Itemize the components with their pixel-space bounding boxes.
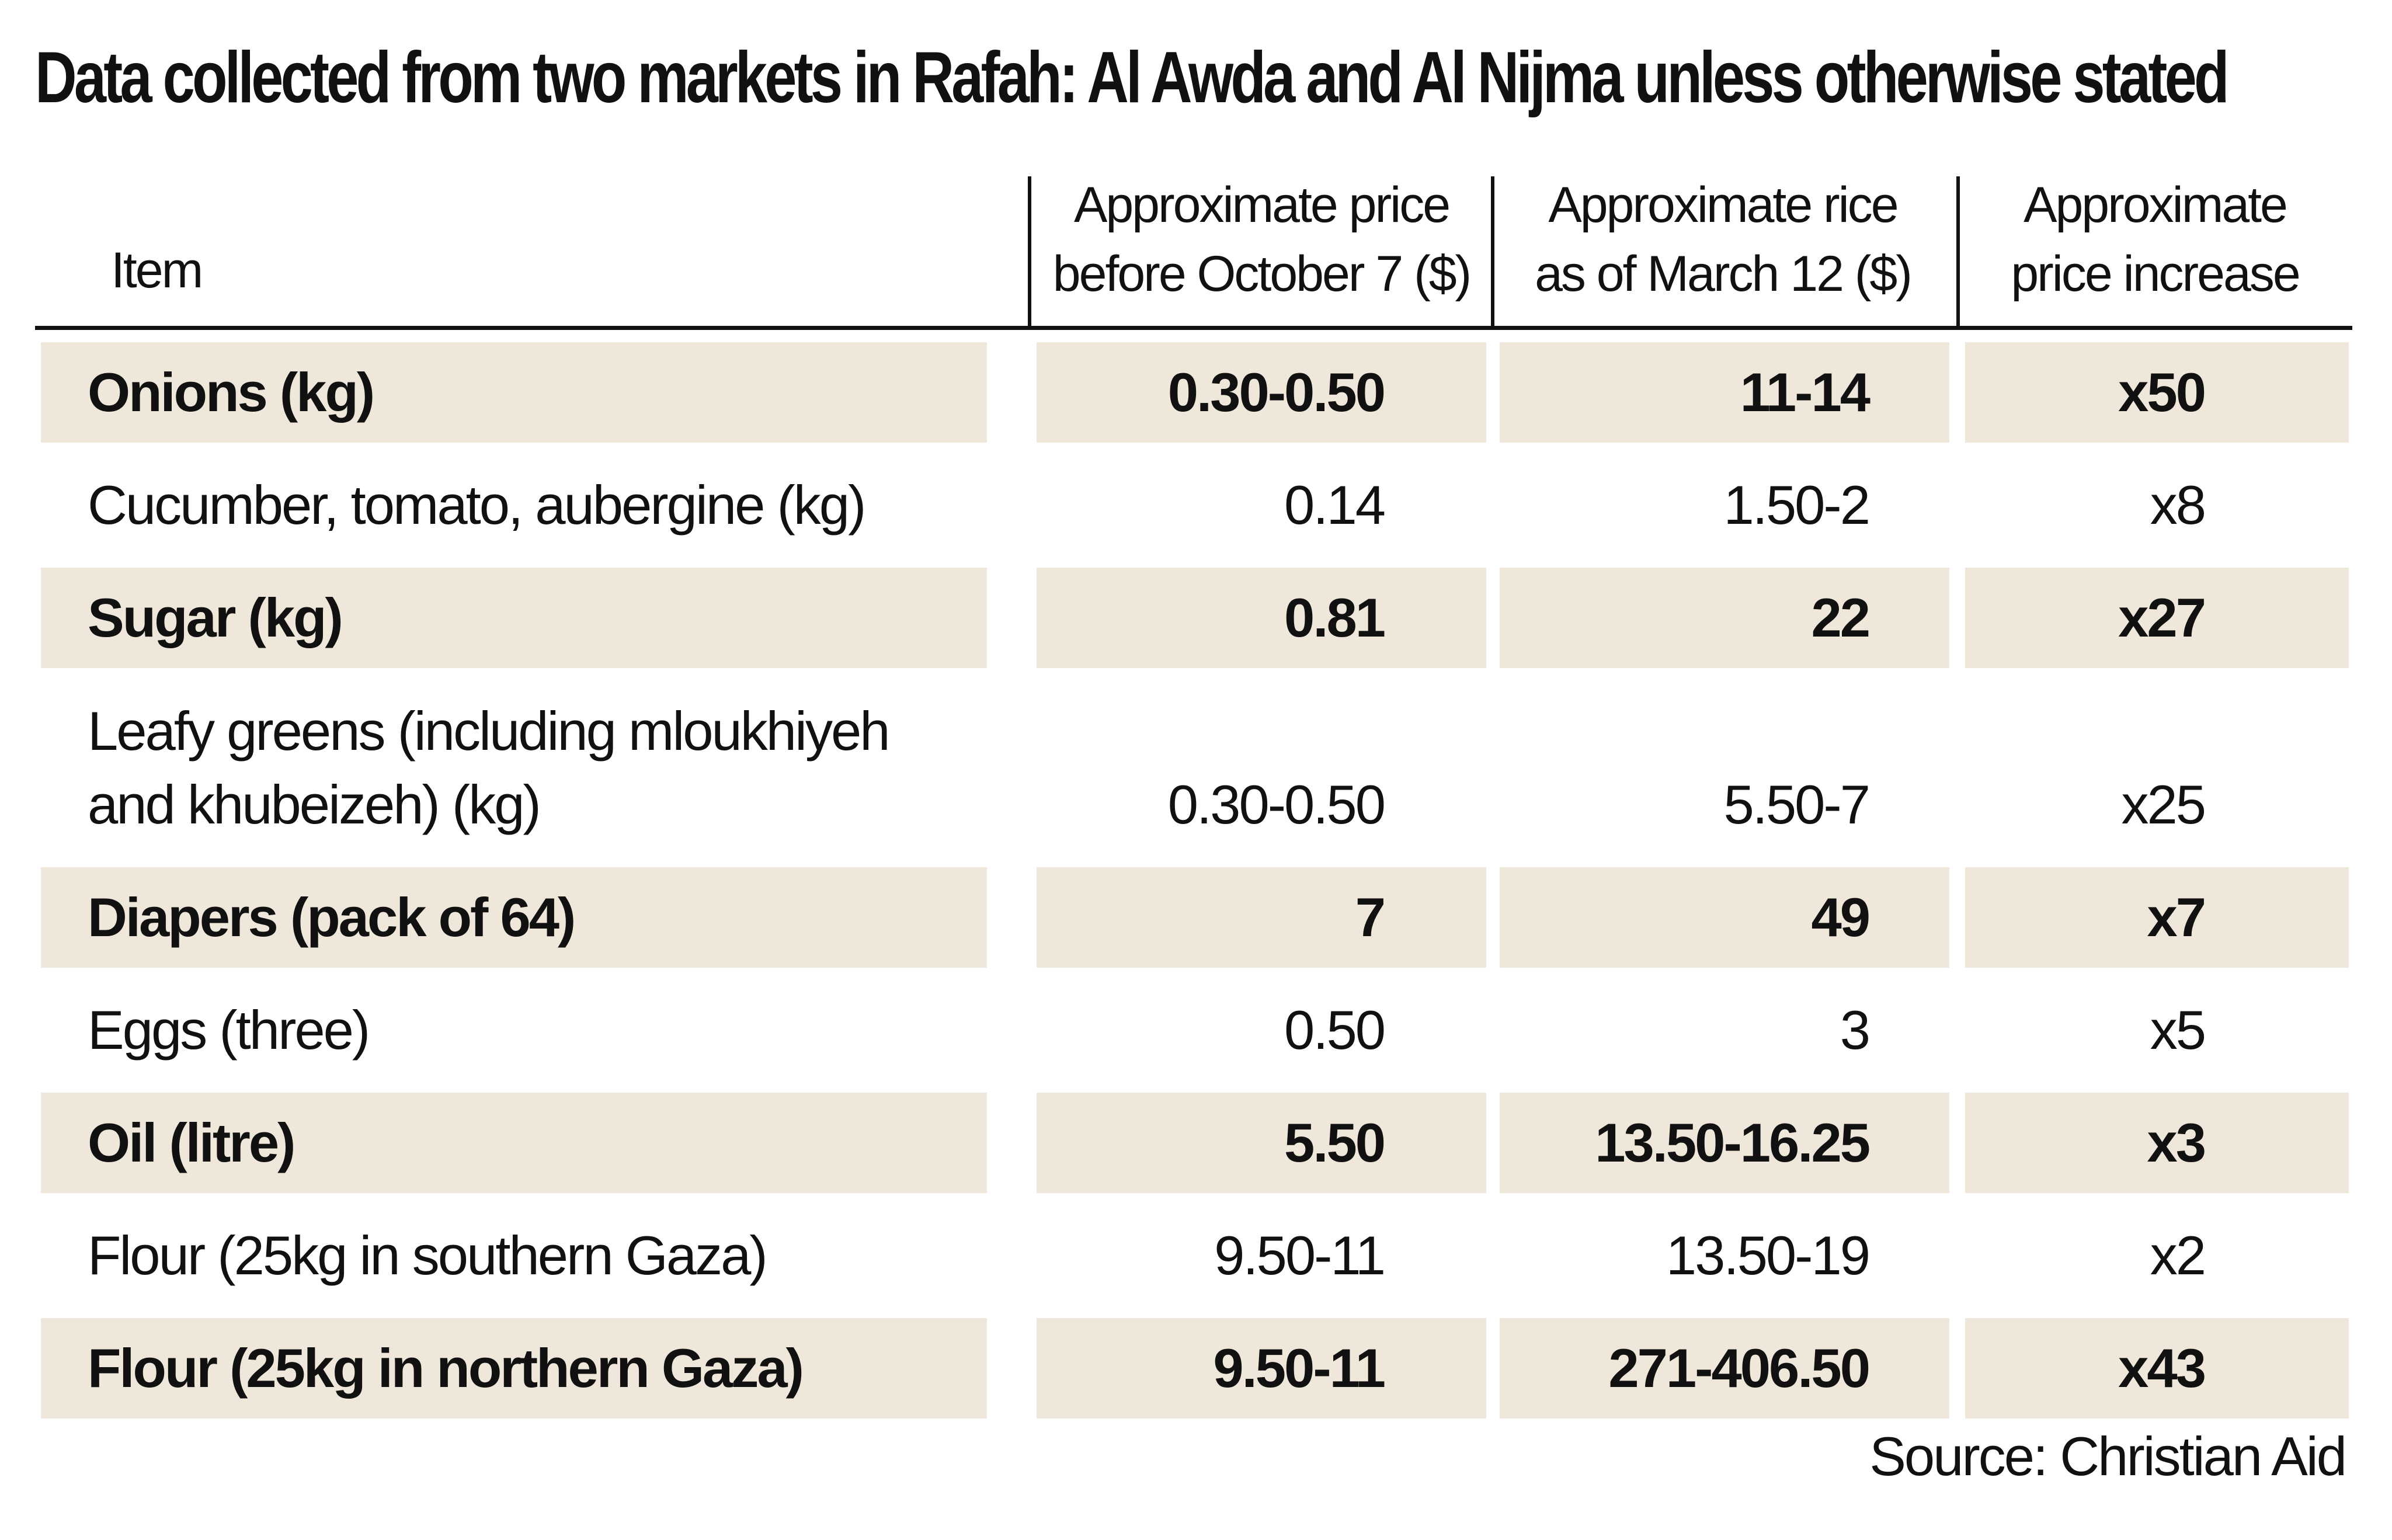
row-march-value: 49: [1811, 886, 1871, 948]
row-band: [1965, 1317, 2349, 1419]
header-separator: [1028, 176, 1031, 328]
row-increase-value: x7: [2147, 886, 2206, 948]
row-item-label: Diapers (pack of 64): [88, 886, 576, 948]
row-march-value: 13.50-19: [1666, 1224, 1871, 1286]
row-march-value: 13.50-16.25: [1595, 1111, 1871, 1173]
row-item-label: Oil (litre): [88, 1111, 295, 1173]
column-header-increase-line2: price increase: [2011, 246, 2300, 302]
column-header-march-line1: Approximate rice: [1548, 177, 1899, 233]
row-band: [1500, 867, 1949, 968]
row-before-value: 0.30-0.50: [1167, 774, 1386, 835]
row-band: [1037, 1317, 1486, 1419]
row-band: [1037, 567, 1486, 668]
header-rule: [35, 326, 2352, 330]
row-increase-value: x50: [2118, 361, 2206, 423]
source-note: Source: Christian Aid: [1869, 1426, 2347, 1487]
row-band: [1500, 567, 1949, 668]
row-item-label: Eggs (three): [88, 999, 370, 1061]
row-before-value: 9.50-11: [1213, 1337, 1386, 1399]
row-increase-value: x5: [2150, 999, 2206, 1061]
row-band: [1500, 342, 1949, 443]
row-before-value: 0.30-0.50: [1167, 361, 1386, 423]
row-band: [1965, 867, 2349, 968]
row-before-value: 0.81: [1284, 586, 1386, 648]
page-title: Data collected from two markets in Rafah…: [35, 37, 2230, 118]
row-increase-value: x43: [2118, 1337, 2206, 1399]
row-march-value: 22: [1811, 586, 1871, 648]
row-march-value: 11-14: [1740, 361, 1871, 423]
row-increase-value: x8: [2150, 474, 2206, 536]
row-march-value: 3: [1840, 999, 1871, 1061]
row-march-value: 5.50-7: [1723, 774, 1871, 835]
row-band: [41, 867, 987, 968]
row-march-value: 1.50-2: [1723, 474, 1871, 536]
header-separator: [1491, 176, 1494, 328]
row-increase-value: x25: [2121, 774, 2206, 835]
row-band: [1037, 1092, 1486, 1193]
column-header-item: Item: [111, 236, 203, 305]
row-item-label: Leafy greens (including mloukhiyeh: [88, 700, 891, 762]
column-header-before-line2: before October 7 ($): [1052, 246, 1472, 302]
row-band: [41, 342, 987, 443]
row-item-label: Onions (kg): [88, 361, 375, 423]
column-header-march: Approximate rice as of March 12 ($): [1495, 171, 1951, 308]
row-band: [41, 1092, 987, 1193]
row-band: [41, 567, 987, 668]
row-item-label: Cucumber, tomato, aubergine (kg): [88, 474, 866, 536]
row-band: [1500, 1092, 1949, 1193]
row-band: [1965, 342, 2349, 443]
row-before-value: 7: [1355, 886, 1386, 948]
column-header-march-line2: as of March 12 ($): [1535, 246, 1913, 302]
row-march-value: 271-406.50: [1608, 1337, 1871, 1399]
column-header-item-label: Item: [111, 242, 203, 298]
row-increase-value: x2: [2150, 1224, 2206, 1286]
row-band: [1037, 342, 1486, 443]
column-header-increase-line1: Approximate: [2024, 177, 2288, 233]
column-header-before: Approximate price before October 7 ($): [1034, 171, 1489, 308]
row-increase-value: x27: [2118, 586, 2206, 648]
row-band: [1965, 1092, 2349, 1193]
row-band: [1500, 1317, 1949, 1419]
row-before-value: 0.50: [1284, 999, 1386, 1061]
header-separator: [1956, 176, 1960, 328]
row-band: [41, 1317, 987, 1419]
row-before-value: 9.50-11: [1214, 1224, 1386, 1286]
row-before-value: 0.14: [1284, 474, 1386, 536]
row-item-label: Sugar (kg): [88, 586, 343, 648]
column-header-increase: Approximate price increase: [1962, 171, 2348, 308]
row-item-label: Flour (25kg in southern Gaza): [88, 1224, 768, 1286]
row-band: [1965, 567, 2349, 668]
row-band: [1037, 867, 1486, 968]
row-before-value: 5.50: [1284, 1111, 1386, 1173]
column-header-before-line1: Approximate price: [1073, 177, 1451, 233]
row-increase-value: x3: [2147, 1111, 2206, 1173]
row-item-label: Flour (25kg in northern Gaza): [88, 1337, 804, 1399]
row-item-label: and khubeizeh) (kg): [88, 774, 541, 835]
